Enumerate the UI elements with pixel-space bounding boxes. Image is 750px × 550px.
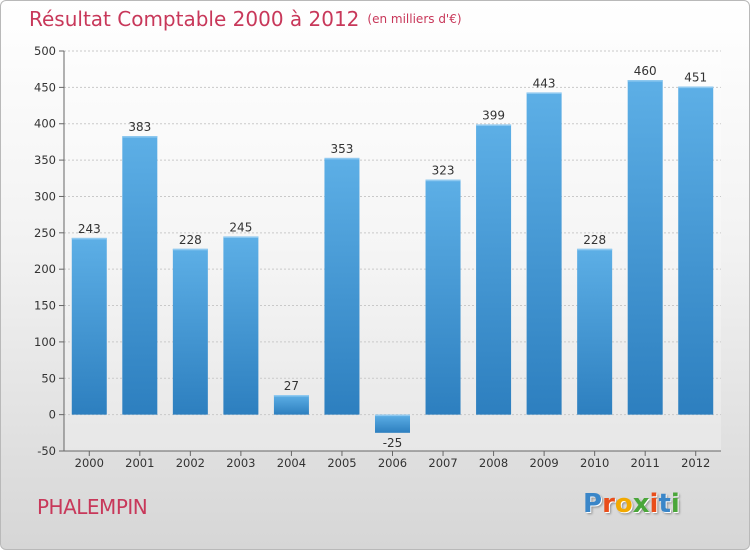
bar-2006: [375, 414, 410, 433]
commune-name: PHALEMPIN: [37, 495, 148, 519]
x-tick-label: 2009: [529, 456, 558, 470]
y-tick-label: 0: [49, 408, 56, 422]
bar-highlight: [425, 179, 461, 182]
y-tick-label: 350: [34, 153, 56, 167]
logo-letter: i: [670, 489, 680, 519]
bar-2001: [122, 136, 158, 415]
data-label: 383: [128, 120, 151, 134]
x-tick-label: 2011: [631, 456, 660, 470]
logo-letter: o: [614, 489, 633, 519]
y-tick-label: 500: [34, 44, 56, 58]
bar-2012: [678, 86, 714, 415]
x-tick-label: 2012: [681, 456, 710, 470]
data-label: 460: [634, 64, 657, 78]
logo-letter: t: [658, 489, 671, 519]
bar-highlight: [627, 80, 663, 82]
bar-2004: [273, 395, 309, 415]
bar-highlight: [172, 248, 208, 251]
chart-title-text: Résultat Comptable 2000 à 2012: [29, 7, 360, 31]
y-tick-label: 100: [34, 335, 56, 349]
bar-2011: [627, 80, 663, 415]
data-label: 245: [229, 220, 252, 234]
x-tick-label: 2007: [428, 456, 457, 470]
data-label: 443: [533, 76, 556, 90]
bar-highlight: [324, 157, 360, 160]
y-tick-label: 400: [34, 117, 56, 131]
x-tick-label: 2000: [75, 456, 104, 470]
proxiti-logo: Proxiti: [583, 489, 680, 519]
chart-subtitle: (en milliers d'€): [367, 12, 462, 26]
y-tick-label: 200: [34, 262, 56, 276]
x-tick-label: 2003: [226, 456, 255, 470]
y-tick-label: 250: [34, 226, 56, 240]
y-tick-label: 150: [34, 299, 56, 313]
data-label: 323: [432, 164, 455, 178]
x-tick-label: 2006: [378, 456, 407, 470]
bar-2005: [324, 157, 360, 415]
bar-highlight: [273, 395, 309, 397]
x-tick-label: 2002: [176, 456, 205, 470]
logo-letter: i: [649, 489, 659, 519]
x-tick-label: 2008: [479, 456, 508, 470]
data-label: 399: [482, 108, 505, 122]
data-label: 353: [331, 142, 354, 156]
data-label: -25: [383, 436, 403, 450]
data-label: 243: [78, 222, 101, 236]
y-tick-label: 450: [34, 80, 56, 94]
bar-highlight: [122, 136, 158, 138]
logo-letter: r: [602, 489, 615, 519]
logo-letter: P: [583, 489, 603, 519]
bar-2002: [172, 248, 208, 415]
bar-highlight: [71, 237, 107, 240]
bar-highlight: [678, 86, 714, 89]
bar-2007: [425, 179, 461, 415]
data-label: 228: [583, 233, 606, 247]
bar-2008: [476, 124, 512, 415]
bar-2000: [71, 237, 107, 415]
logo-letter: x: [632, 489, 650, 519]
x-tick-label: 2001: [125, 456, 154, 470]
plot-area: [64, 51, 721, 451]
x-tick-label: 2005: [327, 456, 356, 470]
bar-highlight: [577, 248, 613, 251]
bar-highlight: [375, 414, 410, 417]
y-tick-label: -50: [37, 444, 56, 458]
data-label: 451: [684, 71, 707, 85]
data-label: 228: [179, 233, 202, 247]
y-tick-label: 50: [41, 371, 56, 385]
bar-2010: [577, 248, 613, 415]
x-tick-label: 2010: [580, 456, 609, 470]
bar-2009: [526, 92, 562, 415]
data-label: 27: [284, 379, 299, 393]
x-tick-label: 2004: [277, 456, 306, 470]
bar-highlight: [526, 92, 562, 94]
bar-highlight: [476, 124, 512, 126]
chart-title: Résultat Comptable 2000 à 2012 (en millie…: [29, 7, 462, 31]
y-tick-label: 300: [34, 189, 56, 203]
bar-2003: [223, 236, 259, 415]
bar-highlight: [223, 236, 259, 238]
